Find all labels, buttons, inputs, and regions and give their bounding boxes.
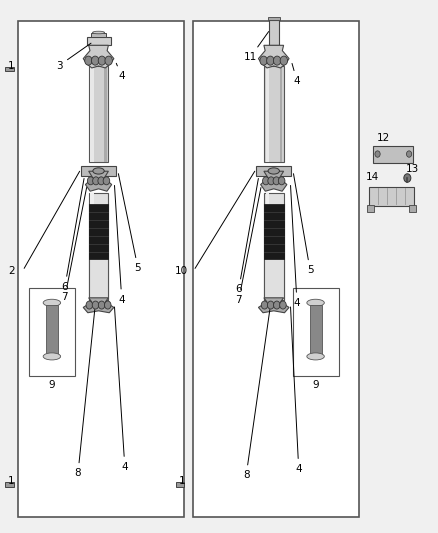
Text: 8: 8 [243,310,270,480]
Text: 4: 4 [114,307,128,472]
Bar [29,288,75,376]
Bar [310,305,321,357]
Text: 7: 7 [61,188,87,302]
Circle shape [267,301,274,309]
Bar [90,66,94,162]
Bar [409,205,416,212]
Circle shape [273,56,281,65]
Circle shape [88,177,94,185]
Circle shape [86,301,93,309]
Circle shape [279,301,286,309]
Bar [265,66,269,162]
Text: 6: 6 [61,179,84,292]
Text: 1: 1 [8,476,15,486]
Text: 5: 5 [293,174,314,275]
Bar [269,20,279,45]
Circle shape [85,56,92,65]
Ellipse shape [43,299,60,306]
Circle shape [273,177,279,185]
Polygon shape [85,171,112,191]
Bar [264,260,284,300]
Text: 13: 13 [406,165,419,174]
Circle shape [268,177,274,185]
Text: 10: 10 [175,266,188,276]
Bar [88,66,109,162]
Bar [46,305,58,357]
Ellipse shape [92,31,105,34]
Bar [81,166,116,176]
Circle shape [260,56,267,65]
Circle shape [92,301,99,309]
Text: 2: 2 [8,266,15,276]
Bar [293,288,339,376]
Bar [104,66,107,162]
Circle shape [273,301,280,309]
Ellipse shape [43,353,60,360]
Polygon shape [258,298,289,313]
Bar [373,146,413,163]
Circle shape [278,177,285,185]
Text: 5: 5 [118,174,141,273]
Text: 1: 1 [178,476,185,486]
Text: 8: 8 [74,310,95,478]
Bar [176,482,184,487]
Bar [279,66,282,162]
Circle shape [105,301,111,309]
Bar [18,21,184,517]
Text: 14: 14 [366,172,379,182]
Text: 6: 6 [235,179,258,294]
Bar [88,193,109,300]
Text: 7: 7 [235,188,261,305]
Bar [88,204,109,260]
Bar [90,193,94,300]
Bar [268,17,280,20]
Ellipse shape [307,299,324,306]
Bar [88,260,109,300]
Text: 9: 9 [48,380,55,390]
Circle shape [404,174,411,182]
Text: 4: 4 [116,63,125,81]
Bar [87,37,110,45]
Ellipse shape [268,168,279,174]
Text: 4: 4 [290,307,302,474]
Circle shape [98,301,105,309]
Text: 12: 12 [377,133,390,142]
Polygon shape [83,298,114,313]
Text: 3: 3 [56,43,91,70]
Bar [264,204,284,260]
Bar [5,67,14,71]
Circle shape [262,177,269,185]
Bar [264,66,284,162]
Text: 9: 9 [312,380,319,390]
Circle shape [406,151,412,157]
Text: 4: 4 [114,185,125,304]
Circle shape [261,301,268,309]
Circle shape [103,177,110,185]
Text: 4: 4 [290,185,300,308]
Polygon shape [258,45,289,68]
Circle shape [92,56,99,65]
Circle shape [98,177,105,185]
Text: 11: 11 [244,31,268,62]
Ellipse shape [93,168,104,174]
Circle shape [105,56,113,65]
Ellipse shape [307,353,324,360]
Circle shape [280,56,288,65]
Bar [256,166,291,176]
Polygon shape [261,171,287,191]
Bar [193,21,359,517]
Bar [265,193,269,300]
Bar [91,33,106,37]
Circle shape [98,56,106,65]
Bar [367,205,374,212]
Circle shape [267,56,274,65]
Polygon shape [83,45,114,68]
Circle shape [375,151,380,157]
Text: 1: 1 [8,61,15,70]
Circle shape [93,177,99,185]
Bar [5,482,14,487]
Text: 4: 4 [292,63,300,86]
Bar [264,193,284,300]
Bar [369,187,414,206]
